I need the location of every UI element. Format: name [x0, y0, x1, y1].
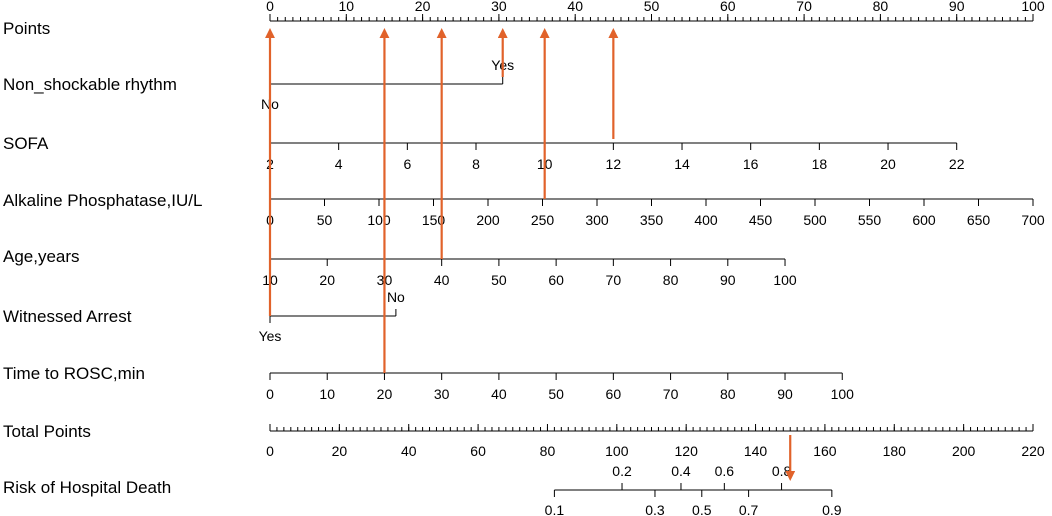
tick-label: 400 [694, 212, 718, 228]
tick-label: 50 [317, 212, 333, 228]
tick-label: 0 [266, 386, 274, 402]
tick-label: 14 [674, 156, 690, 172]
tick-label: 220 [1021, 443, 1045, 459]
tick-label: 600 [912, 212, 936, 228]
row-label-age-years: Age,years [3, 247, 80, 266]
tick-label: 40 [491, 386, 507, 402]
tick-label: 0.6 [715, 463, 735, 479]
scales: 0102030405060708090100NoYes2468101214161… [259, 0, 1045, 516]
tick-label: 22 [949, 156, 965, 172]
tick-label: 0.4 [671, 463, 691, 479]
tick-label: 350 [640, 212, 664, 228]
tick-label: 0 [266, 443, 274, 459]
row-label-risk-of-hospital-death: Risk of Hospital Death [3, 478, 171, 497]
tick-label: 10 [339, 0, 355, 14]
tick-label: 300 [585, 212, 609, 228]
row-label-alkaline-phosphatase-iu-l: Alkaline Phosphatase,IU/L [3, 191, 202, 210]
level-label: No [387, 289, 405, 305]
row-label-total-points: Total Points [3, 422, 91, 441]
tick-label: 20 [415, 0, 431, 14]
tick-label: 20 [332, 443, 348, 459]
tick-label: 80 [540, 443, 556, 459]
scale-risk-of-hospital-death: 0.1 0.2 0.3 0.4 0.5 0.6 0.7 0.8 0.9 [545, 463, 842, 516]
tick-label: 0.2 [612, 463, 632, 479]
scale-total-points: 0 20 40 60 80 100 120 140 160 180 200 220 [266, 424, 1045, 459]
tick-label: 6 [403, 156, 411, 172]
tick-label: 10 [319, 386, 335, 402]
tick-label: 80 [873, 0, 889, 14]
tick-label: 200 [952, 443, 976, 459]
tick-label: 100 [367, 212, 391, 228]
tick-label: 20 [377, 386, 393, 402]
tick-label: 0.9 [822, 502, 842, 516]
row-labels: Points Non_shockable rhythm SOFA Alkaline P… [3, 19, 202, 497]
tick-label: 0.3 [645, 502, 665, 516]
tick-label: 30 [434, 386, 450, 402]
scale-sofa: 246810121416182022 [266, 142, 965, 172]
tick-label: 0.7 [739, 502, 759, 516]
tick-label: 100 [605, 443, 629, 459]
tick-label: 250 [531, 212, 555, 228]
tick-label: 80 [720, 386, 736, 402]
tick-label: 30 [491, 0, 507, 14]
scale-witnessed-arrest: Yes No [259, 289, 405, 344]
tick-label: 100 [773, 272, 797, 288]
tick-label: 450 [749, 212, 773, 228]
row-label-non-shockable-rhythm: Non_shockable rhythm [3, 75, 177, 94]
tick-label: 200 [476, 212, 500, 228]
tick-label: 18 [812, 156, 828, 172]
tick-label: 40 [434, 272, 450, 288]
row-label-time-to-rosc-min: Time to ROSC,min [3, 364, 145, 383]
tick-label: 40 [401, 443, 417, 459]
tick-label: 0 [266, 0, 274, 14]
tick-label: 50 [644, 0, 660, 14]
tick-label: 0.5 [692, 502, 712, 516]
tick-label: 70 [606, 272, 622, 288]
tick-label: 60 [606, 386, 622, 402]
scale-points: 0 10 20 30 40 50 60 70 80 90 100 [266, 0, 1045, 22]
tick-label: 4 [335, 156, 343, 172]
tick-label: 500 [803, 212, 827, 228]
tick-label: 80 [663, 272, 679, 288]
tick-label: 20 [880, 156, 896, 172]
tick-label: 60 [470, 443, 486, 459]
scale-alkaline-phosphatase-iu-l: 0501001502002503003504004505005506006507… [266, 198, 1045, 228]
tick-label: 90 [777, 386, 793, 402]
row-label-witnessed-arrest: Witnessed Arrest [3, 307, 132, 326]
tick-label: 140 [744, 443, 768, 459]
tick-label: 0.1 [545, 502, 565, 516]
tick-label: 0.8 [772, 463, 792, 479]
tick-label: 20 [319, 272, 335, 288]
tick-label: 60 [548, 272, 564, 288]
tick-label: 50 [491, 272, 507, 288]
tick-label: 60 [720, 0, 736, 14]
row-label-points: Points [3, 19, 50, 38]
example-patient-arrows [265, 28, 796, 481]
tick-label: 120 [675, 443, 699, 459]
tick-label: 650 [967, 212, 991, 228]
scale-time-to-rosc-min: 0 10 20 30 40 50 60 70 80 90 100 [266, 372, 855, 402]
tick-label: 90 [720, 272, 736, 288]
level-label: Yes [259, 328, 282, 344]
tick-label: 160 [813, 443, 837, 459]
row-label-sofa: SOFA [3, 134, 49, 153]
scale-non-shockable-rhythm: NoYes [261, 57, 514, 112]
tick-label: 70 [663, 386, 679, 402]
tick-label: 180 [883, 443, 907, 459]
tick-label: 550 [858, 212, 882, 228]
tick-label: 12 [606, 156, 622, 172]
tick-label: 700 [1021, 212, 1045, 228]
tick-label: 40 [567, 0, 583, 14]
tick-label: 70 [796, 0, 812, 14]
tick-label: 8 [472, 156, 480, 172]
tick-label: 100 [1021, 0, 1045, 14]
tick-label: 150 [422, 212, 446, 228]
tick-label: 16 [743, 156, 759, 172]
tick-label: 50 [548, 386, 564, 402]
tick-label: 90 [949, 0, 965, 14]
tick-label: 100 [831, 386, 855, 402]
